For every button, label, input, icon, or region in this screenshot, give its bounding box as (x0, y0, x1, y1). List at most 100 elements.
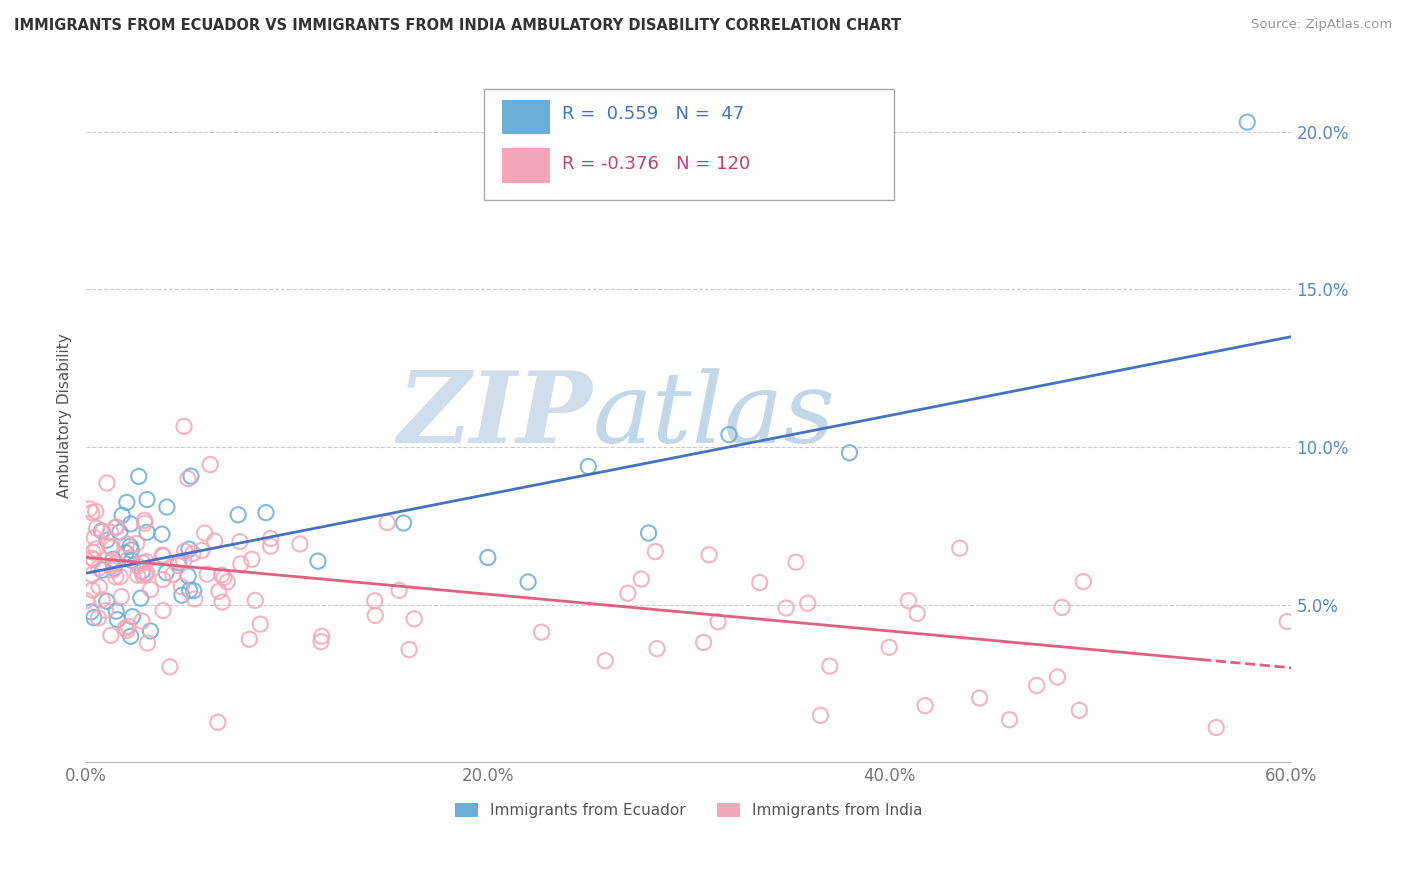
Point (111, 508, 134, 523)
Point (173, 419, 195, 434)
Point (1205, 721, 1227, 735)
Point (118, 551, 141, 566)
Point (104, 557, 127, 571)
Point (707, 615, 730, 629)
Point (94, 603, 117, 617)
Point (155, 566, 177, 580)
Point (101, 541, 124, 555)
Point (576, 459, 599, 474)
Point (969, 690, 991, 705)
Point (83, 610, 105, 624)
Point (83, 552, 105, 566)
Point (177, 542, 200, 557)
Point (110, 569, 132, 583)
Point (998, 713, 1021, 727)
Point (103, 561, 125, 575)
Point (103, 558, 125, 573)
Point (98, 539, 121, 553)
Point (637, 526, 659, 541)
Point (96, 533, 118, 548)
Point (131, 556, 153, 570)
Point (139, 582, 162, 597)
Point (117, 619, 139, 633)
Point (717, 427, 740, 442)
Point (96, 594, 118, 608)
Point (127, 559, 149, 574)
Point (96, 476, 118, 491)
Point (162, 567, 184, 582)
Point (134, 567, 156, 582)
Point (115, 537, 138, 551)
Text: ZIP: ZIP (398, 368, 592, 464)
Text: R = -0.376   N = 120: R = -0.376 N = 120 (562, 155, 751, 173)
Point (260, 539, 283, 553)
Point (107, 613, 129, 627)
Point (173, 554, 195, 568)
Point (159, 660, 181, 674)
Point (127, 568, 149, 582)
Point (208, 584, 231, 599)
Point (156, 500, 179, 514)
Point (211, 595, 233, 609)
Point (398, 642, 420, 657)
Point (229, 557, 252, 571)
Point (75, 593, 97, 607)
Point (1073, 574, 1095, 589)
Point (388, 583, 411, 598)
Point (110, 590, 132, 604)
Point (254, 506, 277, 520)
Point (311, 629, 333, 643)
Point (260, 532, 283, 546)
Point (375, 516, 398, 530)
Point (173, 544, 195, 558)
Point (617, 586, 640, 600)
Point (238, 632, 260, 647)
Y-axis label: Ambulatory Disability: Ambulatory Disability (58, 333, 72, 498)
Point (105, 520, 128, 534)
Point (84, 504, 107, 518)
Point (135, 566, 157, 580)
Point (217, 574, 239, 589)
Point (100, 525, 122, 540)
Point (152, 603, 174, 617)
Point (796, 596, 818, 610)
Point (100, 628, 122, 642)
Text: R =  0.559   N =  47: R = 0.559 N = 47 (562, 104, 744, 122)
Point (83, 531, 105, 545)
Point (905, 607, 928, 621)
Point (190, 543, 212, 558)
Point (125, 536, 148, 550)
Point (194, 526, 217, 541)
Point (644, 544, 666, 558)
Point (1025, 678, 1047, 692)
Legend: Immigrants from Ecuador, Immigrants from India: Immigrants from Ecuador, Immigrants from… (449, 797, 928, 824)
FancyBboxPatch shape (502, 148, 550, 183)
Point (180, 469, 202, 483)
Point (120, 629, 142, 643)
Point (309, 634, 332, 648)
Point (90, 524, 112, 538)
Point (183, 592, 205, 607)
Point (170, 580, 193, 594)
Point (211, 568, 233, 582)
Point (183, 583, 205, 598)
Point (204, 534, 226, 549)
FancyBboxPatch shape (502, 100, 550, 135)
Point (477, 550, 499, 565)
Point (131, 565, 153, 579)
Point (134, 513, 156, 527)
Point (136, 492, 159, 507)
Point (404, 612, 426, 626)
Point (129, 591, 152, 606)
Point (897, 593, 920, 607)
Point (104, 570, 127, 584)
Point (120, 539, 142, 553)
Point (80, 605, 103, 619)
Point (838, 446, 860, 460)
Point (288, 537, 311, 551)
Point (91, 592, 114, 607)
Point (150, 548, 173, 562)
Point (86, 521, 108, 535)
Point (914, 698, 936, 713)
Point (136, 636, 159, 650)
